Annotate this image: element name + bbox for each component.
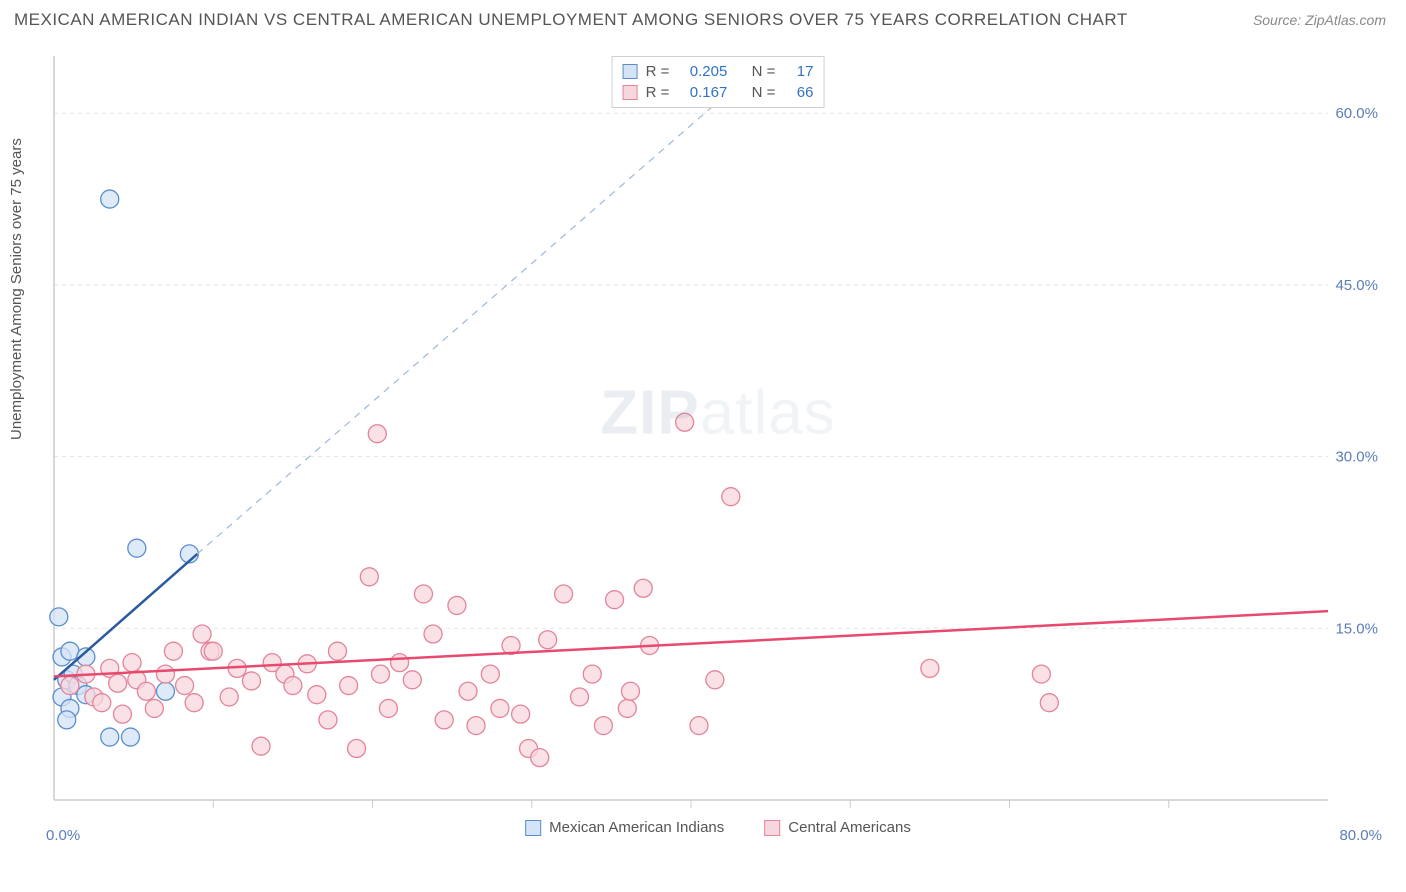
stats-row: R = 0.167 N = 66: [623, 82, 814, 103]
stat-r-label: R =: [646, 84, 670, 101]
x-origin-label: 0.0%: [46, 827, 80, 844]
svg-text:45.0%: 45.0%: [1335, 277, 1378, 294]
svg-text:30.0%: 30.0%: [1335, 449, 1378, 466]
svg-text:15.0%: 15.0%: [1335, 620, 1378, 637]
stats-box: R = 0.205 N = 17 R = 0.167 N = 66: [612, 56, 825, 108]
legend-swatch: [525, 820, 541, 836]
stat-r-value: 0.167: [677, 84, 727, 101]
stat-r-value: 0.205: [677, 63, 727, 80]
chart-title: MEXICAN AMERICAN INDIAN VS CENTRAL AMERI…: [14, 10, 1128, 30]
legend-label: Central Americans: [788, 819, 911, 836]
header: MEXICAN AMERICAN INDIAN VS CENTRAL AMERI…: [0, 0, 1406, 36]
y-axis-label: Unemployment Among Seniors over 75 years: [8, 138, 25, 440]
stat-r-label: R =: [646, 63, 670, 80]
stat-n-value: 66: [783, 84, 813, 101]
series-legend: Mexican American Indians Central American…: [525, 819, 911, 836]
stat-n-label: N =: [752, 84, 776, 101]
scatter-chart: 15.0%30.0%45.0%60.0% ZIPatlas R =0.205 N…: [48, 50, 1388, 840]
svg-text:60.0%: 60.0%: [1335, 105, 1378, 122]
source-label: Source: ZipAtlas.com: [1253, 12, 1386, 28]
legend-item: Mexican American Indians: [525, 819, 724, 836]
stat-swatch: [623, 85, 638, 100]
legend-label: Mexican American Indians: [549, 819, 724, 836]
stat-n-label: N =: [752, 63, 776, 80]
stats-row: R = 0.205 N = 17: [623, 61, 814, 82]
stat-swatch: [623, 64, 638, 79]
legend-swatch: [764, 820, 780, 836]
legend-item: Central Americans: [764, 819, 911, 836]
stat-n-value: 17: [783, 63, 813, 80]
chart-svg: 15.0% 30.0% 45.0% 60.0%: [48, 50, 1388, 840]
x-max-label: 80.0%: [1339, 827, 1382, 844]
